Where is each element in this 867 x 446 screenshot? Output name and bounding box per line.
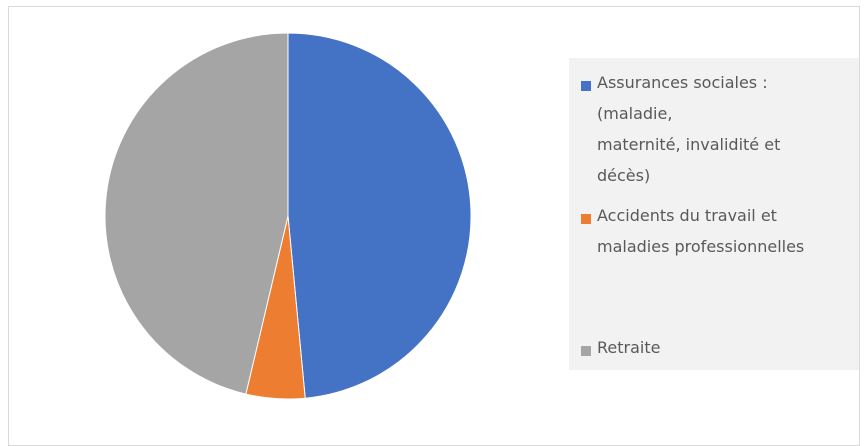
legend-swatch [581,214,591,224]
legend-label: Retraite [597,338,661,357]
legend-label: Accidents du travail et maladies profess… [597,206,805,256]
legend-item-accidents-du-travail: Accidents du travail et maladies profess… [581,206,851,262]
legend-swatch [581,346,591,356]
legend-item-assurances-sociales: Assurances sociales : (maladie, maternit… [581,73,851,191]
pie-slice-retraite [104,32,289,395]
legend-swatch [581,81,591,91]
pie-slices [104,32,472,400]
legend: Assurances sociales : (maladie, maternit… [569,58,859,370]
pie-chart [104,32,472,400]
legend-label: Assurances sociales : (maladie, maternit… [597,73,781,185]
legend-item-retraite: Retraite [581,338,851,363]
pie-slice-assurances-sociales [287,32,472,399]
